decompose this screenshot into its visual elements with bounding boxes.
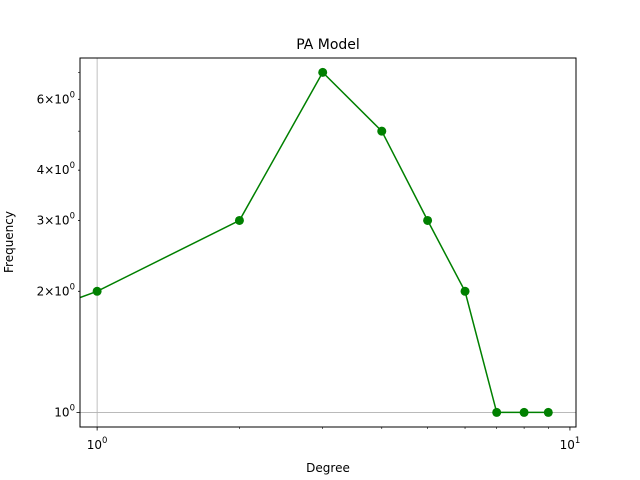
y-tick-label: 4×100 — [37, 161, 75, 177]
data-point — [519, 407, 529, 417]
series-group — [80, 67, 553, 417]
y-tick-label: 100 — [54, 403, 75, 419]
data-point — [543, 407, 553, 417]
x-axis-label: Degree — [306, 461, 350, 475]
data-point — [234, 215, 244, 225]
y-tick-label: 6×100 — [37, 90, 75, 106]
series-line — [80, 71, 549, 414]
data-point — [377, 126, 387, 136]
data-point — [423, 215, 433, 225]
y-axis-label: Frequency — [2, 211, 16, 273]
y-tick-label: 2×100 — [37, 282, 75, 298]
data-point — [492, 407, 502, 417]
x-tick-label: 101 — [560, 436, 581, 452]
y-axis-ticks: 100 2×100 3×100 4×100 6×100 — [37, 72, 80, 419]
series-layer — [80, 67, 553, 417]
y-tick-label: 3×100 — [37, 211, 75, 227]
plot-frame — [79, 57, 577, 428]
x-tick-label: 100 — [87, 436, 108, 452]
data-point — [460, 286, 470, 296]
data-point — [318, 67, 328, 77]
data-point — [92, 286, 102, 296]
chart-title: PA Model — [296, 37, 360, 53]
grid — [80, 58, 576, 427]
x-axis-ticks: 100 101 — [87, 427, 581, 452]
